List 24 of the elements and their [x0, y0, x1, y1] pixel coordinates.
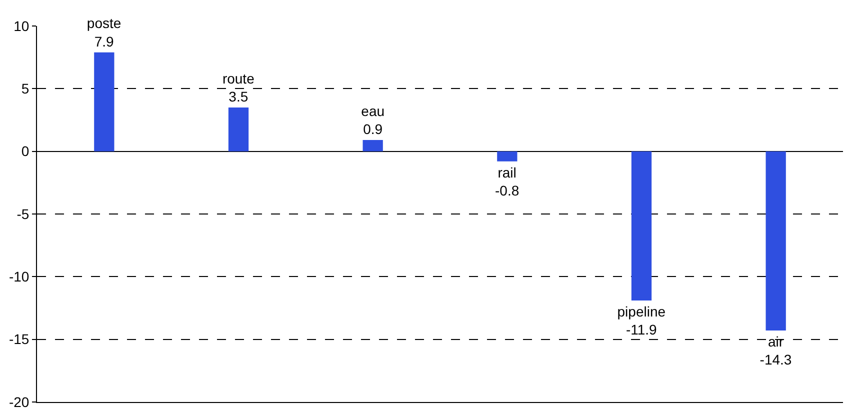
- data-label: -11.9: [626, 322, 658, 338]
- bar: [362, 140, 383, 152]
- data-label: -0.8: [494, 182, 520, 199]
- x-tick-label: poste: [86, 15, 122, 32]
- bar: [94, 52, 114, 152]
- y-tick-label: -10: [8, 268, 30, 285]
- bar: [228, 107, 249, 152]
- x-tick-label: eau: [361, 102, 385, 119]
- data-label: 7.9: [94, 33, 114, 50]
- y-tick-label: -15: [8, 331, 30, 348]
- y-tick-label: 10: [14, 18, 30, 34]
- bar: [766, 151, 786, 331]
- bar: [497, 151, 518, 162]
- bar: [631, 151, 652, 300]
- y-tick-label: -20: [8, 394, 30, 410]
- y-tick-label: 5: [21, 80, 30, 97]
- x-tick-label: pipeline: [617, 303, 666, 320]
- data-label: 3.5: [228, 88, 248, 104]
- y-tick-label: 0: [21, 143, 30, 160]
- x-tick-label: rail: [498, 164, 516, 180]
- x-tick-label: route: [222, 70, 255, 86]
- data-label: 0.9: [363, 121, 383, 138]
- data-label: -14.3: [760, 352, 792, 368]
- y-tick-label: -5: [16, 206, 30, 222]
